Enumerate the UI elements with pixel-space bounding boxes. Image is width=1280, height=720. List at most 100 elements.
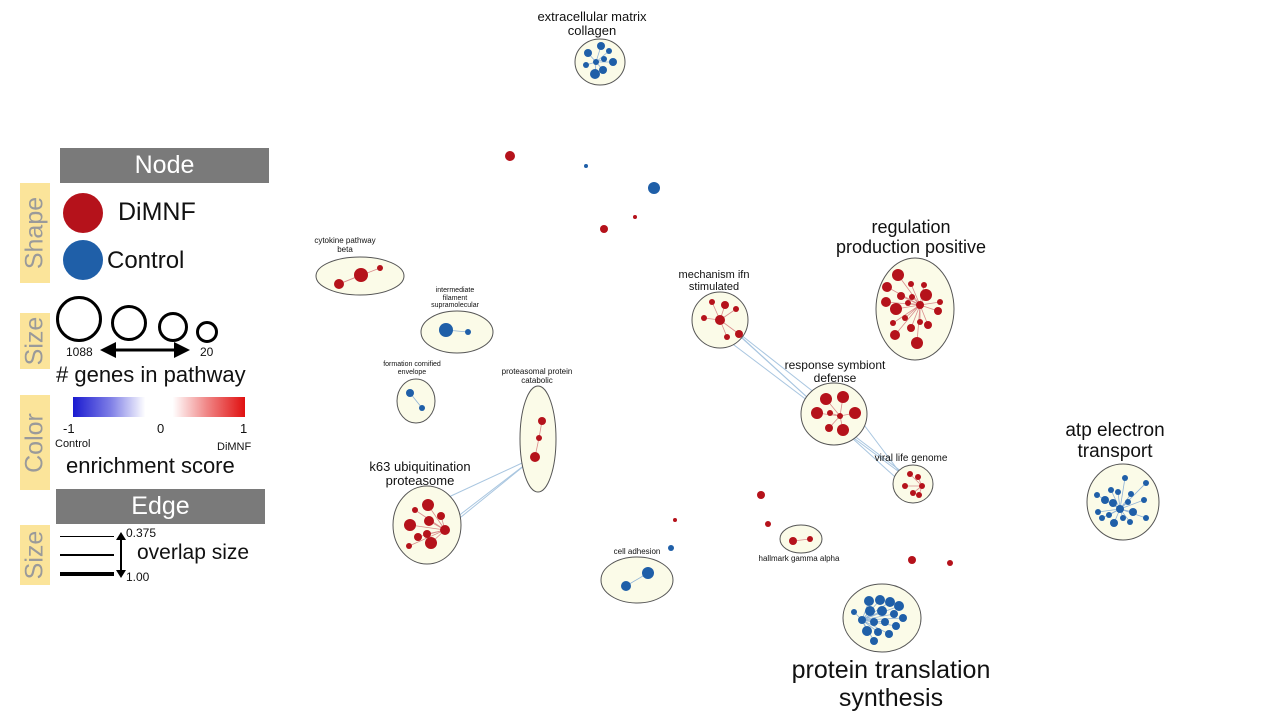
cluster-label: hallmark gamma alpha xyxy=(758,554,840,564)
cluster-label-line: hallmark gamma alpha xyxy=(758,554,840,563)
control-node xyxy=(1109,499,1117,507)
cluster-label: intermediate filament supramolecular xyxy=(431,287,479,310)
edge-header: Edge xyxy=(56,489,265,524)
dimnf-node xyxy=(890,330,900,340)
dimnf-node xyxy=(924,321,932,329)
size-circle-largest xyxy=(56,296,102,342)
dimnf-node xyxy=(882,282,892,292)
control-node xyxy=(1141,497,1147,503)
cluster-label-line: production positive xyxy=(835,236,987,257)
control-node xyxy=(465,329,471,335)
size-circle-medium xyxy=(158,312,188,342)
dimnf-node xyxy=(811,407,823,419)
dimnf-node xyxy=(908,556,916,564)
dimnf-node xyxy=(424,516,434,526)
cluster-ellipse xyxy=(1086,463,1160,541)
cluster-label-line: catabolic xyxy=(521,375,553,385)
cluster-label-line: envelope xyxy=(397,368,427,376)
shape-side-label: Shape xyxy=(20,183,50,283)
dimnf-node xyxy=(600,225,608,233)
dimnf-node xyxy=(902,315,908,321)
cluster-group xyxy=(800,382,868,446)
size-max-label: 1088 xyxy=(66,345,93,359)
dimnf-node xyxy=(406,543,412,549)
dimnf-node xyxy=(412,507,418,513)
dimnf-node xyxy=(633,215,637,219)
cluster-edge xyxy=(861,619,897,627)
legend-panel: Node Shape DiMNF Control Size 1088 20 # … xyxy=(0,0,300,720)
dimnf-node xyxy=(789,537,797,545)
cluster-label-line: beta xyxy=(337,244,353,254)
dimnf-node xyxy=(538,417,546,425)
dimnf-node xyxy=(892,269,904,281)
cluster-label-line: formation cornified xyxy=(383,361,441,368)
cluster-ellipse xyxy=(779,524,823,554)
cluster-group xyxy=(420,310,494,354)
color-mid-label: 0 xyxy=(157,421,165,436)
dimnf-node xyxy=(910,490,916,496)
enrichment-color-scale xyxy=(73,397,245,417)
control-node xyxy=(590,69,600,79)
dimnf-node xyxy=(907,324,915,332)
dimnf-legend-dot xyxy=(63,193,103,233)
cluster-label-line: protein translation xyxy=(791,656,991,684)
cluster-label: protein translation synthesis xyxy=(791,656,991,712)
edge-caption: overlap size xyxy=(137,541,250,564)
control-node xyxy=(890,610,898,618)
cluster-edge xyxy=(885,301,921,306)
cluster-label-line: atp electron xyxy=(1065,420,1165,441)
loose-nodes xyxy=(505,151,953,566)
dimnf-node xyxy=(917,319,923,325)
control-node xyxy=(894,601,904,611)
edge-range-arrow xyxy=(116,532,126,578)
dimnf-node xyxy=(701,315,707,321)
dimnf-node xyxy=(354,268,368,282)
cluster-group xyxy=(691,291,749,349)
dimnf-node xyxy=(849,407,861,419)
cluster-label-line: collagen xyxy=(567,23,617,39)
control-node xyxy=(419,405,425,411)
dimnf-node xyxy=(919,483,925,489)
cluster-label-line: synthesis xyxy=(838,683,944,712)
dimnf-node xyxy=(827,410,833,416)
cluster-label-line: filament xyxy=(442,294,468,302)
dimnf-node xyxy=(807,536,813,542)
control-legend-label: Control xyxy=(107,247,185,274)
color-caption: enrichment score xyxy=(66,453,235,478)
control-node xyxy=(864,596,874,606)
dimnf-node xyxy=(414,533,422,541)
control-node xyxy=(899,614,907,622)
cluster-label-line: cell adhesion xyxy=(613,547,661,556)
dimnf-node xyxy=(422,499,434,511)
control-node xyxy=(606,48,612,54)
cluster-group xyxy=(842,583,922,653)
cluster-label: mechanism ifn stimulated xyxy=(679,269,750,293)
dimnf-node xyxy=(911,337,923,349)
control-node xyxy=(597,42,605,50)
control-node xyxy=(1116,505,1124,513)
edge-top-label: 0.375 xyxy=(126,526,157,540)
cluster-edge xyxy=(861,619,890,635)
dimnf-node xyxy=(890,303,902,315)
control-node xyxy=(668,545,674,551)
cluster-label-line: transport xyxy=(1077,440,1153,462)
dimnf-node xyxy=(916,492,922,498)
dimnf-node xyxy=(536,435,542,441)
cluster-edge xyxy=(894,304,921,336)
cluster-ellipse xyxy=(600,556,674,604)
control-node xyxy=(1125,499,1131,505)
edge-bottom-label: 1.00 xyxy=(126,570,150,584)
control-node xyxy=(642,567,654,579)
cluster-label: viral life genome xyxy=(875,453,948,464)
size-circle-large xyxy=(111,305,147,341)
dimnf-node xyxy=(404,519,416,531)
cluster-group xyxy=(392,485,462,565)
control-node xyxy=(439,323,453,337)
dimnf-node xyxy=(423,530,431,538)
dimnf-node xyxy=(377,265,383,271)
cluster-edge xyxy=(897,274,921,306)
control-node xyxy=(1122,475,1128,481)
cluster-group xyxy=(779,524,823,554)
cluster-group xyxy=(600,556,674,604)
cluster-label-line: intermediate xyxy=(435,287,475,294)
